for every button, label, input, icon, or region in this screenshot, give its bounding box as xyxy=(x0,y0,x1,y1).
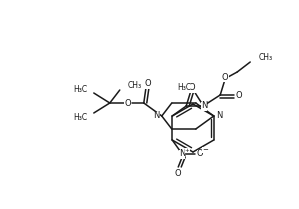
Text: N: N xyxy=(216,111,222,121)
Text: O: O xyxy=(124,98,131,107)
Text: CH₃: CH₃ xyxy=(258,54,272,62)
Text: H₃C: H₃C xyxy=(74,84,88,93)
Text: +: + xyxy=(185,148,190,153)
Text: O: O xyxy=(175,168,181,177)
Text: H₃C: H₃C xyxy=(74,112,88,121)
Text: O: O xyxy=(222,73,228,82)
Text: −: − xyxy=(202,147,208,153)
Text: H₃C: H₃C xyxy=(177,84,191,93)
Text: CH₃: CH₃ xyxy=(128,82,142,90)
Text: O: O xyxy=(197,149,204,158)
Text: N: N xyxy=(179,149,185,158)
Text: O: O xyxy=(189,84,196,93)
Text: N: N xyxy=(153,111,160,121)
Text: O: O xyxy=(236,92,242,101)
Text: O: O xyxy=(144,79,151,88)
Text: N: N xyxy=(201,102,208,111)
